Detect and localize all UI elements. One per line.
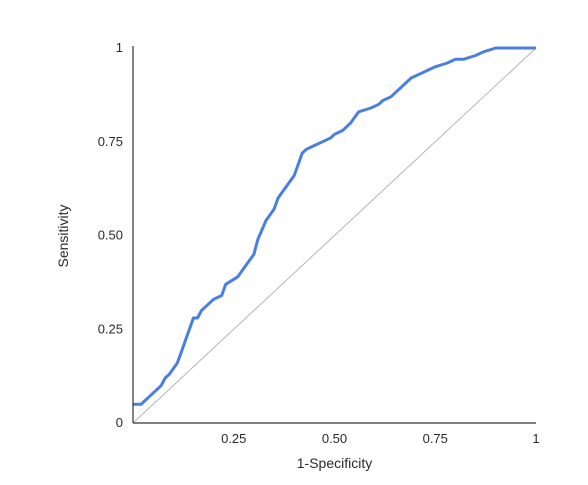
y-tick-label: 0.75 [98,134,123,149]
y-tick-labels: 0 0.25 0.50 0.75 1 [98,40,123,430]
y-tick-label: 0.25 [98,321,123,336]
x-tick-labels: 0.25 0.50 0.75 1 [221,431,540,446]
y-axis-title: Sensitivity [55,204,71,267]
x-tick-label: 0.75 [423,431,448,446]
y-tick-label: 0.50 [98,228,123,243]
x-tick-label: 0.50 [322,431,347,446]
x-axis-title: 1-Specificity [297,455,372,471]
roc-curve-line [133,46,536,406]
x-tick-label: 1 [532,431,539,446]
plot-area [132,46,537,424]
y-tick-label: 0 [116,415,123,430]
reference-diagonal [132,47,537,424]
y-tick-label: 1 [116,40,123,55]
x-tick-label: 0.25 [221,431,246,446]
